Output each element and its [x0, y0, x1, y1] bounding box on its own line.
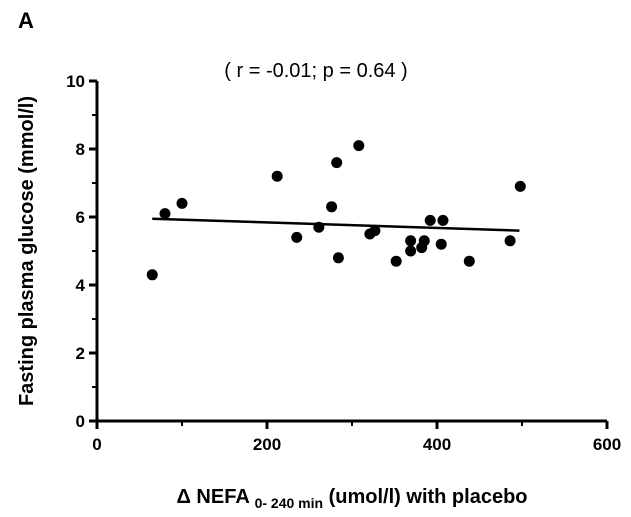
- point: [271, 170, 283, 182]
- y-tick-label: 0: [76, 412, 85, 431]
- point: [424, 214, 436, 226]
- point: [176, 197, 188, 209]
- point: [332, 252, 344, 264]
- x-label-subscript: 0- 240 min: [255, 495, 323, 511]
- point: [463, 255, 475, 267]
- point: [291, 231, 303, 243]
- point: [331, 157, 343, 169]
- point: [514, 180, 526, 192]
- point: [504, 235, 516, 247]
- point: [435, 238, 447, 250]
- y-tick-label: 6: [76, 208, 85, 227]
- annotation: ( r = -0.01; p = 0.64 ): [224, 60, 407, 82]
- panel-label: A: [18, 8, 34, 33]
- x-tick-label: 200: [253, 435, 281, 454]
- point: [437, 214, 449, 226]
- point: [326, 201, 338, 213]
- x-label-main: Δ NEFA: [176, 486, 249, 508]
- x-tick-label: 400: [423, 435, 451, 454]
- y-axis-label: Fasting plasma glucose (mmol/l): [16, 96, 38, 406]
- point: [418, 235, 430, 247]
- y-tick-label: 10: [66, 72, 85, 91]
- point: [146, 269, 158, 281]
- y-tick-label: 8: [76, 140, 85, 159]
- point: [390, 255, 402, 267]
- x-tick-label: 0: [92, 435, 101, 454]
- point: [405, 245, 417, 257]
- x-label-unit: (umol/l) with placebo: [329, 486, 528, 508]
- point: [353, 140, 365, 152]
- y-tick-label: 4: [76, 276, 86, 295]
- point: [405, 235, 417, 247]
- y-tick-label: 2: [76, 344, 85, 363]
- trend-line: [152, 217, 520, 232]
- x-axis-label: Δ NEFA 0- 240 min (umol/l) with placebo: [176, 486, 527, 513]
- point: [159, 208, 171, 220]
- point: [369, 225, 381, 237]
- x-tick-label: 600: [593, 435, 621, 454]
